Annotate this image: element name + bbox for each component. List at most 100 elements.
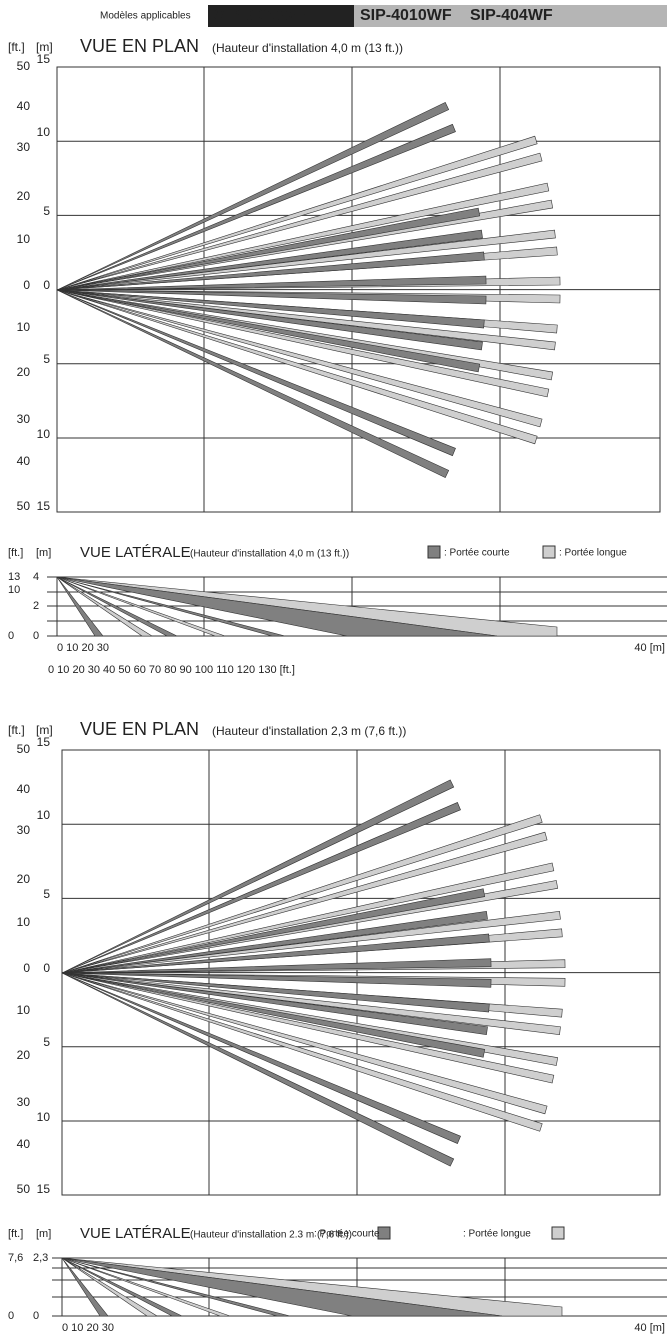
m-label: 10: [37, 1110, 51, 1124]
ft-label: 40: [17, 1137, 31, 1151]
legend-label: : Portée courte: [444, 548, 510, 559]
model-box-dark: [208, 5, 354, 27]
m-label: 0: [33, 1310, 39, 1322]
m-label: 5: [43, 204, 50, 218]
beam: [61, 862, 555, 974]
m-label: 5: [43, 887, 50, 901]
legend-label: : Portée courte: [314, 1229, 380, 1240]
beam: [61, 972, 555, 1084]
beam: [61, 972, 455, 1167]
beam: [61, 958, 492, 974]
ft-label: 20: [17, 365, 31, 379]
unit-label: [ft.]: [8, 547, 23, 559]
m-label: 0: [43, 278, 50, 292]
side-beam: [61, 1257, 503, 1317]
side-beam: [56, 576, 178, 637]
beam: [61, 779, 455, 974]
m-axis: 0 10 20 30: [62, 1322, 114, 1334]
unit-label: [m]: [36, 723, 53, 737]
m-label: 0: [33, 630, 39, 642]
ft-label: 0: [8, 630, 14, 642]
ft-label: 40: [17, 782, 31, 796]
beam: [61, 972, 488, 1035]
beam: [61, 802, 461, 974]
beam: [56, 289, 481, 373]
ft-label: 30: [17, 412, 31, 426]
model-name: SIP-4010WF: [360, 7, 452, 24]
beam: [56, 289, 550, 398]
beam: [61, 972, 490, 1013]
ft-label: 30: [17, 140, 31, 154]
unit-label: [m]: [36, 1228, 51, 1240]
side-title: VUE LATÉRALE: [80, 1225, 191, 1242]
ft-label: 30: [17, 823, 31, 837]
beam: [61, 933, 490, 974]
legend-swatch-light: [542, 545, 556, 559]
ft-label: 20: [17, 189, 31, 203]
ft-label: 20: [17, 872, 31, 886]
ft-label: 0: [23, 961, 30, 975]
m-label: 15: [37, 1182, 51, 1196]
m-label: 15: [37, 735, 51, 749]
ft-label: 10: [17, 232, 31, 246]
unit-label: [ft.]: [8, 1228, 23, 1240]
beam: [61, 911, 488, 974]
side-beam: [61, 1257, 291, 1317]
beam: [61, 972, 548, 1115]
unit-label: [ft.]: [8, 723, 25, 737]
side-beam: [56, 576, 498, 637]
ft-label: 13: [8, 571, 20, 583]
ft-label: 50: [17, 499, 31, 513]
ft-label: 10: [17, 320, 31, 334]
m-label: 10: [37, 125, 51, 139]
model-name: SIP-404WF: [470, 7, 553, 24]
ft-label: 50: [17, 742, 31, 756]
legend-label: : Portée longue: [559, 548, 627, 559]
ft-label: 10: [17, 915, 31, 929]
side-beam: [56, 576, 104, 637]
m-label: 15: [37, 52, 51, 66]
legend-swatch-light: [551, 1226, 565, 1240]
ft-label: 50: [17, 1182, 31, 1196]
ft-label: 20: [17, 1048, 31, 1062]
beam: [56, 289, 485, 329]
unit-label: [m]: [36, 547, 51, 559]
beam: [56, 123, 456, 291]
side-beam: [61, 1257, 109, 1317]
plan-title: VUE EN PLAN: [80, 36, 199, 56]
beam: [56, 182, 550, 291]
side-beam: [61, 1257, 159, 1317]
m-axis-end: 40 [m]: [634, 1322, 665, 1334]
side-title: VUE LATÉRALE: [80, 544, 191, 561]
m-label: 10: [37, 427, 51, 441]
side-beam: [56, 576, 286, 637]
ft-label: 10: [8, 584, 20, 596]
ft-label: 10: [17, 1003, 31, 1017]
ft-label: 50: [17, 59, 31, 73]
beam: [61, 972, 561, 1035]
beam: [61, 972, 461, 1144]
m-axis-end: 40 [m]: [634, 642, 665, 654]
side-beam: [61, 1257, 231, 1317]
m-axis: 0 10 20 30: [57, 642, 109, 654]
beam: [56, 289, 543, 428]
beam: [56, 251, 485, 291]
beam: [56, 289, 456, 457]
beam: [56, 207, 481, 291]
model-name: SIP-3020WF: [214, 7, 306, 24]
ft-label: 7,6: [8, 1252, 23, 1264]
ft-label: 30: [17, 1095, 31, 1109]
ft-label: 40: [17, 99, 31, 113]
m-label: 10: [37, 808, 51, 822]
legend-swatch-dark: [427, 545, 441, 559]
unit-label: [m]: [36, 40, 53, 54]
beam: [61, 972, 492, 988]
legend-swatch-dark: [377, 1226, 391, 1240]
m-label: 2,3: [33, 1252, 48, 1264]
beam: [56, 152, 543, 291]
beam: [56, 135, 538, 291]
plan-subtitle: (Hauteur d'installation 2,3 m (7,6 ft.)): [212, 724, 406, 738]
beam: [56, 289, 483, 351]
beam: [56, 101, 450, 291]
